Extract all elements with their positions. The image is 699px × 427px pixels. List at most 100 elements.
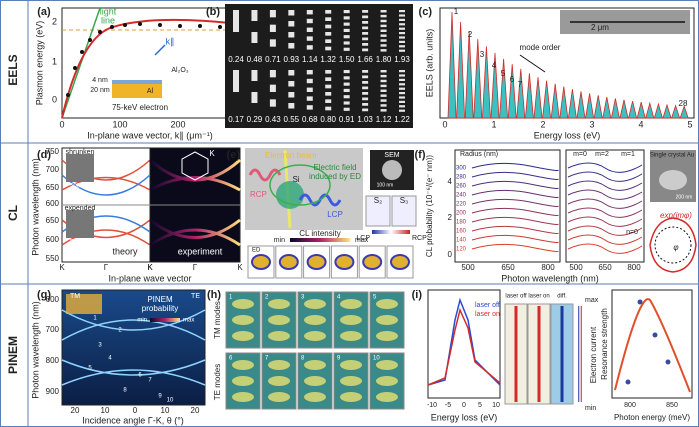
stripe	[288, 43, 295, 49]
index-label: 3	[301, 295, 305, 301]
stripe	[288, 70, 295, 76]
tick-label: 4	[448, 177, 453, 186]
lobe	[268, 299, 290, 309]
axis-label: Electron current	[589, 326, 598, 383]
lobe	[268, 392, 290, 402]
annotation: RCP	[412, 235, 427, 242]
cl-maps	[247, 245, 414, 279]
row-label: PINEM	[6, 336, 20, 374]
axes	[611, 289, 693, 399]
annotation: experiment	[178, 246, 223, 256]
stripe	[343, 22, 350, 26]
stripe	[362, 92, 369, 95]
mode-label: m=0	[573, 151, 587, 158]
stripe	[399, 40, 405, 43]
map-spot	[390, 254, 410, 270]
spectra	[471, 162, 643, 254]
annotation: TE modes	[213, 364, 222, 400]
annotation: Radius (nm)	[460, 151, 498, 158]
mode-maps	[225, 291, 405, 410]
legend-label: laser off	[475, 302, 500, 309]
axis-label: In-plane wave vector, k∥ (μm⁻¹)	[87, 130, 212, 140]
annotation: TM modes	[213, 301, 222, 339]
stripe	[362, 26, 369, 30]
curve	[567, 216, 643, 227]
stripe	[306, 18, 313, 24]
mode-label: 7	[518, 80, 523, 89]
tick-label: 650	[46, 183, 60, 192]
curve	[471, 180, 559, 189]
tick-label: 600	[46, 295, 60, 304]
annotation: 75-keV electron	[112, 103, 168, 112]
tick-label: 750	[46, 147, 60, 156]
annotation: SEM	[384, 152, 399, 159]
s3-map	[391, 195, 417, 227]
stripe	[269, 24, 276, 32]
panel-label: (e)	[227, 149, 241, 161]
index-label: 5	[373, 295, 377, 301]
peak	[456, 21, 466, 119]
stripe	[306, 10, 313, 15]
index-label: 4	[337, 295, 341, 301]
annotation: line	[101, 15, 115, 25]
tick-label: 0	[448, 250, 453, 259]
peak	[490, 52, 500, 119]
stripe	[288, 21, 295, 27]
disk	[659, 170, 687, 190]
peak	[576, 91, 586, 119]
axis-label: Photon wavelength (nm)	[501, 273, 599, 283]
annotation: 20 nm	[90, 87, 110, 94]
tick-label: 0	[52, 94, 57, 104]
peak	[593, 95, 603, 119]
radius-label: 220	[456, 202, 467, 208]
tick-label: 0	[442, 119, 447, 129]
value-label: 1.14	[302, 55, 318, 64]
value-label: 0.80	[320, 115, 336, 124]
stripe	[251, 32, 258, 43]
stripe	[306, 96, 313, 101]
curve	[471, 243, 559, 252]
bands	[61, 159, 151, 246]
rcp-wave	[248, 168, 282, 182]
radius-label: 160	[456, 229, 467, 235]
row-label: CL	[6, 205, 20, 221]
lobe	[340, 392, 362, 402]
mode-label: 4	[492, 61, 497, 70]
mode-label: 4	[108, 356, 112, 362]
value-label: 0.55	[284, 115, 300, 124]
mode-label: 28	[679, 99, 688, 108]
stripe	[362, 70, 369, 73]
axes	[454, 149, 561, 263]
mode-label: 3	[480, 50, 485, 59]
tick-label: 800	[541, 263, 555, 272]
tick-label: 600	[46, 235, 60, 244]
stripe	[288, 81, 295, 87]
peak	[671, 104, 681, 119]
stripe	[362, 15, 369, 19]
stripe	[380, 109, 387, 112]
stripe	[362, 81, 369, 84]
index-label: 7	[265, 356, 269, 362]
index-label: 8	[301, 356, 305, 362]
tick-label: 1	[52, 56, 57, 66]
stripe	[325, 99, 332, 103]
tick-label: 900	[46, 387, 60, 396]
axis-label: Energy loss (eV)	[534, 130, 601, 140]
tick-label: K	[237, 263, 243, 272]
annotation: Single crystal Au	[650, 153, 694, 159]
stripe	[362, 108, 369, 112]
map-spot	[251, 254, 271, 270]
data-dots	[66, 22, 222, 97]
stripe	[343, 10, 350, 14]
stripe	[325, 84, 332, 89]
stripe	[288, 103, 295, 109]
value-label: 0.48	[247, 55, 263, 64]
tick-label: Γ	[193, 263, 198, 272]
annotation: k∥	[166, 36, 175, 46]
stripe	[325, 10, 332, 14]
axis-label: In-plane wave vector	[108, 273, 191, 283]
tick-label: 0	[462, 402, 466, 409]
stripe	[306, 36, 313, 41]
stripe	[399, 100, 405, 103]
lobe	[376, 376, 398, 386]
